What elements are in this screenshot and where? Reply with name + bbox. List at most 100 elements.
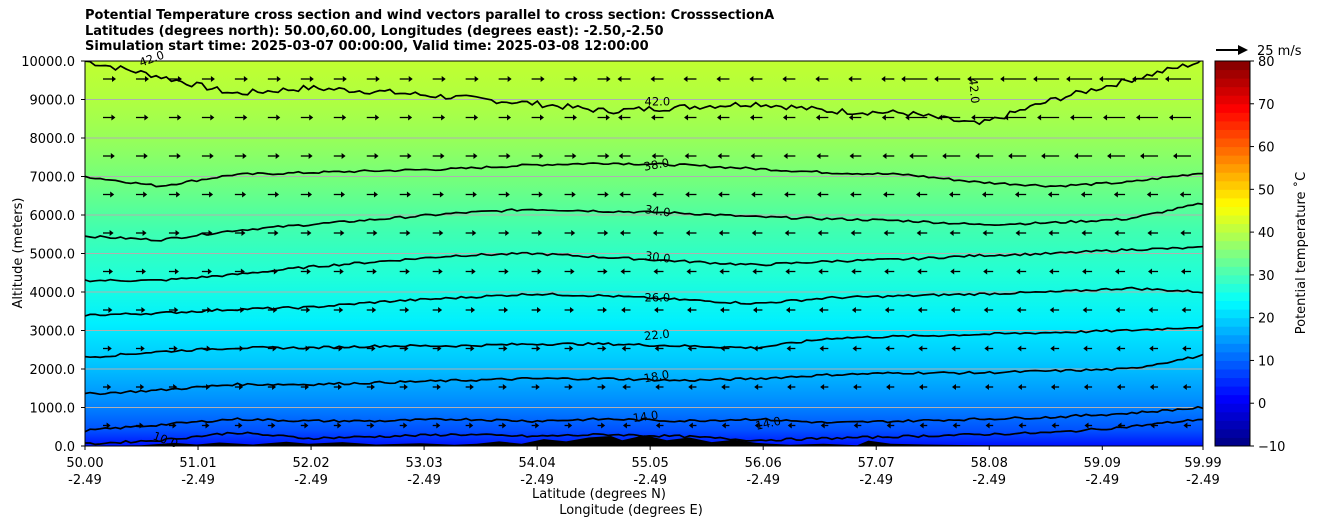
wind-vector-head bbox=[652, 191, 657, 198]
wind-vector-head bbox=[720, 307, 725, 313]
wind-vector-head bbox=[1114, 230, 1119, 236]
colorbar-band bbox=[1215, 428, 1250, 438]
wind-vector-head bbox=[754, 384, 759, 390]
wind-vector-head bbox=[441, 114, 446, 121]
wind-vector-head bbox=[1047, 191, 1052, 198]
wind-vector-head bbox=[717, 153, 722, 159]
wind-vector-head bbox=[971, 114, 976, 121]
colorbar-band bbox=[1215, 78, 1250, 88]
wind-vector-head bbox=[816, 153, 821, 159]
wind-vector-head bbox=[1117, 422, 1122, 429]
wind-vector-head bbox=[469, 384, 474, 390]
wind-vector-head bbox=[271, 422, 276, 429]
wind-vector-head bbox=[408, 114, 413, 121]
wind-vector-head bbox=[752, 268, 757, 275]
wind-vector-head bbox=[1099, 76, 1104, 82]
wind-vector-head bbox=[1017, 384, 1022, 390]
wind-vector-head bbox=[108, 307, 113, 313]
contour-label: 14.0 bbox=[632, 408, 659, 425]
wind-vector-head bbox=[173, 345, 178, 352]
wind-vector-head bbox=[787, 422, 792, 429]
wind-vector-head bbox=[573, 76, 578, 82]
wind-vector-head bbox=[938, 114, 943, 121]
wind-vector-head bbox=[1083, 345, 1088, 352]
wind-vector-head bbox=[818, 307, 823, 313]
wind-vector-head bbox=[373, 191, 378, 198]
wind-vector-head bbox=[1147, 230, 1152, 236]
wind-vector-head bbox=[950, 307, 955, 313]
wind-vector-head bbox=[1182, 384, 1187, 390]
x-tick-label-longitude: -2.49 bbox=[972, 473, 1006, 488]
wind-vector-head bbox=[1083, 384, 1088, 390]
colorbar-band bbox=[1215, 223, 1250, 233]
wind-vector-head bbox=[505, 230, 510, 236]
title-line-2: Latitudes (degrees north): 50.00,60.00, … bbox=[85, 23, 664, 39]
x-tick-label-latitude: 56.06 bbox=[745, 456, 782, 471]
colorbar-band bbox=[1215, 411, 1250, 421]
wind-vector-head bbox=[403, 422, 408, 429]
wind-vector-head bbox=[603, 268, 608, 275]
wind-vector-head bbox=[1041, 153, 1046, 159]
colorbar-band bbox=[1215, 163, 1250, 173]
x-tick-label-longitude: -2.49 bbox=[1085, 473, 1119, 488]
wind-vector-head bbox=[540, 76, 545, 82]
wind-vector-head bbox=[472, 230, 477, 236]
x-tick-label-latitude: 53.03 bbox=[405, 456, 442, 471]
wind-vector-head bbox=[654, 345, 659, 352]
wind-vector-head bbox=[274, 230, 279, 236]
wind-vector-head bbox=[535, 422, 540, 429]
contour-label: 42.0 bbox=[966, 77, 982, 104]
wind-vector-head bbox=[850, 191, 855, 198]
colorbar-band bbox=[1215, 420, 1250, 430]
wind-vector-head bbox=[340, 191, 345, 198]
contour-line-38 bbox=[85, 162, 1203, 188]
colorbar-band bbox=[1215, 257, 1250, 267]
wind-vector-head bbox=[817, 230, 822, 236]
wind-vector-head bbox=[934, 76, 939, 82]
wind-vector-head bbox=[784, 230, 789, 236]
wind-vector-head bbox=[505, 191, 510, 198]
wind-vector-head bbox=[1004, 114, 1009, 121]
wind-vector-head bbox=[144, 76, 149, 82]
wind-vector-head bbox=[304, 422, 309, 429]
wind-vector-head bbox=[717, 114, 722, 121]
wind-vector-head bbox=[853, 384, 858, 390]
contour-line-14 bbox=[85, 405, 1203, 433]
wind-vector-head bbox=[568, 384, 573, 390]
wind-vector-head bbox=[1014, 191, 1019, 198]
colorbar-band bbox=[1215, 138, 1250, 148]
wind-vector-head bbox=[305, 384, 310, 390]
wind-vector-head bbox=[620, 268, 625, 275]
wind-vector-head bbox=[372, 268, 377, 275]
colorbar-tick-label: −10 bbox=[1258, 440, 1285, 455]
wind-vector-head bbox=[309, 76, 314, 82]
wind-vector-head bbox=[1074, 153, 1079, 159]
colorbar-band bbox=[1215, 189, 1250, 199]
wind-vector-head bbox=[751, 191, 756, 198]
wind-vector-head bbox=[601, 422, 606, 429]
wind-vector-head bbox=[1149, 345, 1154, 352]
plot-area: 42.038.034.030.026.022.018.014.0 14.010.0… bbox=[84, 48, 1204, 451]
colorbar-band bbox=[1215, 120, 1250, 130]
wind-vector-head bbox=[209, 191, 214, 198]
wind-vector-head bbox=[882, 153, 887, 159]
wind-vector-head bbox=[815, 76, 820, 82]
wind-vector-head bbox=[1140, 153, 1145, 159]
wind-vector-head bbox=[240, 307, 245, 313]
wind-vector-head bbox=[405, 307, 410, 313]
wind-vector-head bbox=[684, 153, 689, 159]
wind-vector-head bbox=[507, 76, 512, 82]
colorbar-tick-label: 60 bbox=[1258, 141, 1275, 156]
wind-vector-head bbox=[881, 76, 886, 82]
wind-vector-head bbox=[308, 191, 313, 198]
wind-vector-head bbox=[1000, 76, 1005, 82]
wind-vector-head bbox=[1050, 345, 1055, 352]
wind-vector-head bbox=[951, 345, 956, 352]
y-tick-label: 0.0 bbox=[54, 440, 75, 455]
wind-vector-head bbox=[275, 153, 280, 159]
wind-vector-head bbox=[440, 153, 445, 159]
wind-vector-head bbox=[1049, 268, 1054, 275]
wind-vector-head bbox=[243, 76, 248, 82]
colorbar-band bbox=[1215, 437, 1250, 447]
wind-vector-head bbox=[1150, 422, 1155, 429]
